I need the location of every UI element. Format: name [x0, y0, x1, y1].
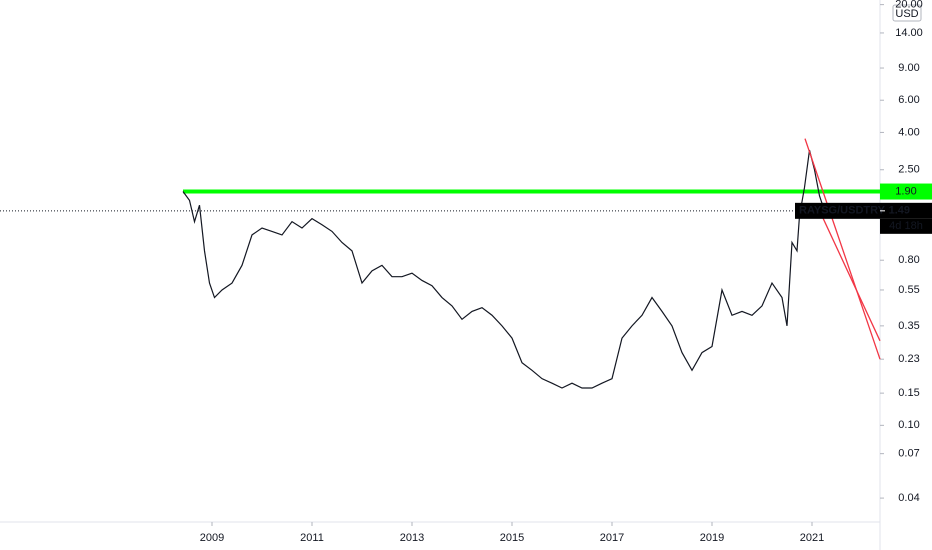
x-tick-label: 2011 [300, 532, 324, 544]
y-tick-label: 0.04 [898, 492, 919, 504]
y-tick-label: 6.00 [898, 94, 919, 106]
price-badge [795, 202, 932, 219]
y-tick-label: 0.55 [898, 284, 919, 296]
y-tick-label: 4.00 [898, 126, 919, 138]
x-tick-label: 2019 [700, 532, 724, 544]
y-tick-label: 14.00 [895, 27, 923, 39]
y-tick-label: 0.07 [898, 448, 919, 460]
x-tick-label: 2013 [400, 532, 424, 544]
countdown-badge [880, 218, 932, 234]
y-tick-label: 0.23 [898, 353, 919, 365]
y-tick-label: 20.00 [895, 0, 923, 11]
price-label: 1.49 [889, 205, 910, 217]
y-tick-label: 0.10 [898, 419, 919, 431]
trend-line [816, 204, 881, 342]
x-tick-label: 2009 [200, 532, 224, 544]
price-line [182, 149, 826, 389]
level-label: 1.90 [895, 185, 916, 197]
y-tick-label: 0.35 [898, 320, 919, 332]
x-tick-label: 2017 [600, 532, 624, 544]
currency-label: USD [895, 8, 918, 20]
level-badge [880, 183, 932, 200]
trend-line [804, 138, 881, 360]
y-tick-label: 9.00 [898, 62, 919, 74]
x-tick-label: 2021 [800, 532, 824, 544]
y-tick-label: 0.80 [898, 254, 919, 266]
x-tick-label: 2015 [500, 532, 524, 544]
symbol-label: RAYSG/USDTRY [799, 205, 886, 217]
y-tick-label: 2.50 [898, 164, 919, 176]
countdown-label: 4d 18h [889, 220, 923, 232]
currency-badge[interactable] [892, 4, 922, 22]
y-tick-label: 0.15 [898, 387, 919, 399]
